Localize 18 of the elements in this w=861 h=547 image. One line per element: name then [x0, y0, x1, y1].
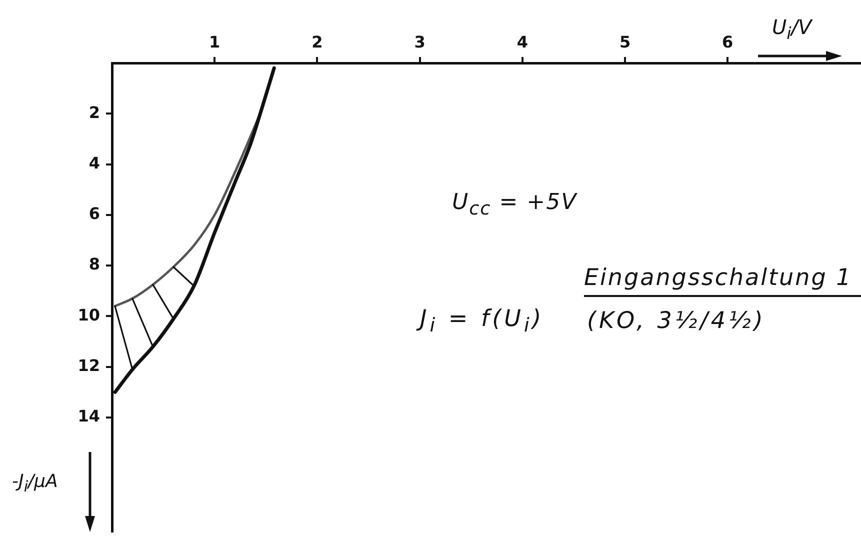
annotation: U$_{cc}$ = +5V: [452, 190, 578, 220]
annotation: (KO, 3½/4½): [587, 308, 766, 334]
x-tick-label: 5: [619, 32, 631, 52]
y-axis-title: -J$_{i}$/µA: [12, 471, 58, 496]
x-tick-label: 4: [516, 32, 528, 52]
y-tick-label: 10: [78, 305, 100, 324]
x-tick-label: 1: [209, 32, 220, 52]
y-tick-label: 8: [88, 254, 100, 274]
y-tick-label: 4: [88, 153, 100, 172]
y-tick-label: 14: [78, 406, 100, 426]
y-tick-label: 2: [88, 102, 100, 122]
y-tick-label: 12: [78, 356, 100, 375]
annotation: Eingangsschaltung 1: [584, 265, 861, 298]
x-tick-label: 3: [414, 32, 426, 52]
x-axis-title: U$_{i}$/V: [772, 15, 812, 44]
x-tick-label: 6: [722, 32, 734, 52]
x-tick-label: 2: [312, 32, 323, 52]
y-tick-label: 6: [88, 204, 100, 224]
